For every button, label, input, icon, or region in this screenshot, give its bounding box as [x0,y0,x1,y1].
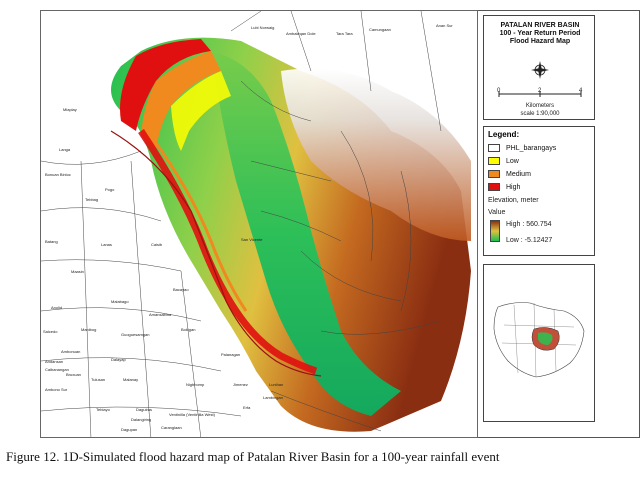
legend-item-medium: Medium [488,170,531,178]
legend-label: Medium [506,170,531,178]
legend-label: High [506,183,521,191]
map-label: Manibog [81,327,96,332]
map-label: Calsib [151,242,163,247]
map-label: Bruxuan [66,372,81,377]
map-subtitle: Flood Hazard Map [509,38,571,45]
map-label: Batang [45,239,58,244]
map-label: Erfa [243,405,251,410]
map-label: Camungaan [369,27,391,32]
scale-tick-2: 2 [538,88,542,94]
map-label: Ambaleqan Dole [286,31,316,36]
value-label: Value [488,209,506,216]
legend-label: PHL_barangays [506,144,557,152]
map-label: Bacayao [173,287,189,292]
map-label: Lunihan [269,382,283,387]
map-label: Dagupan [121,427,137,432]
hazard-high-coast [120,39,211,131]
map-canvas: Lubi Norwaig Ambaleqan Dole Tara Tara Ca… [41,11,471,437]
scale-tick-4: 4 [579,88,583,94]
map-label: Guoguesamgan [121,332,149,337]
map-label: Caranglaan [161,425,182,430]
map-label: Malabago [111,299,129,304]
return-period: 100 - Year Return Period [499,30,581,37]
map-label: Calbanangan [45,367,69,372]
map-label: Lambingan [263,395,283,400]
figure-caption: Figure 12. 1D-Simulated flood hazard map… [6,449,500,464]
map-label: Salcedo [43,329,58,334]
legend-swatch [488,170,500,178]
map-label: Ambono Sur [45,387,68,392]
compass-rose-icon [531,61,549,79]
scale-bar [498,91,582,97]
map-label: Pogo [105,187,115,192]
river-line [110,130,322,377]
lowland-band [211,51,401,416]
map-label: Palanagan [221,352,240,357]
map-label: Ambonuan [61,349,80,354]
legend-swatch [488,157,500,165]
river-hazard [138,129,318,375]
barangay-boundaries [41,11,442,437]
map-label: Mlaplay [63,107,77,112]
map-label: Anolid [51,305,62,310]
legend-label: Low [506,157,519,165]
map-label: Anan Sur [436,23,453,28]
map-label: San Vicente [241,237,263,242]
map-label: Tara Tara [336,31,353,36]
title-panel: PATALAN RIVER BASIN 100 - Year Return Pe… [483,15,595,120]
mountain-area [281,68,471,241]
map-label: Lanas [101,242,112,247]
elevation-ramp [490,220,500,242]
map-label: Nigbbomp [186,382,205,387]
legend-item-high: High [488,183,520,191]
inset-map [493,302,585,378]
legend-item-low: Low [488,157,519,165]
elevation-high: High : 560.754 [506,221,552,228]
map-label: Amansabina [149,312,172,317]
location-inset [483,264,595,422]
legend-swatch [488,183,500,191]
map-label: Bonuan Binloc [45,172,71,177]
map-labels: Lubi Norwaig Ambaleqan Dole Tara Tara Ca… [43,23,453,432]
map-label: Bokigan [181,327,195,332]
map-label: Tebiayo [96,407,111,412]
map-label: Malanay [123,377,138,382]
map-label: Ventinilla (Ventinilla West) [169,412,216,417]
elevation-title: Elevation, meter [488,197,539,204]
map-label: Langa [59,147,71,152]
map-label: Tebbag [85,197,98,202]
scale-units: Kilometers [525,103,555,109]
river-medium [149,135,248,312]
map-title: PATALAN RIVER BASIN [500,22,580,29]
legend-item-barangays: PHL_barangays [488,144,556,152]
legend-swatch [488,144,500,152]
elevation-low: Low : -5.12427 [506,237,553,244]
map-label: Maasin [71,269,84,274]
map-label: Dalayap [111,357,126,362]
map-label: Lubi Norwaig [251,25,274,30]
scale-tick-0: 0 [497,88,501,94]
flood-hazard-map: Lubi Norwaig Ambaleqan Dole Tara Tara Ca… [40,10,478,438]
map-label: Andansan [45,359,63,364]
hazard-low-coast [171,71,231,151]
map-label: Dalangiring [131,417,151,422]
map-label: Tulusan [91,377,105,382]
legend-title: Legend: [488,130,520,139]
map-label: Jimenez [233,382,248,387]
hazard-medium-coast [141,51,221,151]
map-label: Daguiras [136,407,152,412]
legend-panel: Legend: PHL_barangays Low Medium High El… [483,126,595,256]
scale-ratio: scale 1:90,000 [520,111,560,117]
